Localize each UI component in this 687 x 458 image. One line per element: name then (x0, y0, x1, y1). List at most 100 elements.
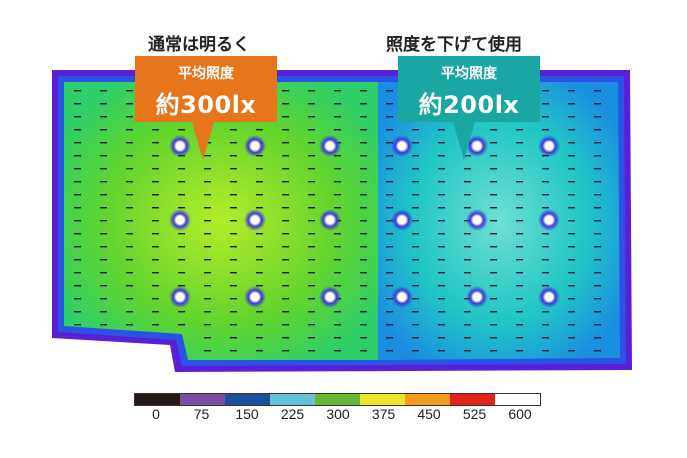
grid-mark (490, 220, 497, 222)
grid-mark (204, 207, 211, 209)
grid-mark (74, 142, 81, 144)
grid-mark (516, 155, 523, 157)
grid-mark (594, 129, 601, 131)
grid-mark (516, 233, 523, 235)
grid-mark (74, 272, 81, 274)
grid-mark (542, 233, 549, 235)
grid-mark (594, 220, 601, 222)
grid-mark (594, 90, 601, 92)
grid-mark (412, 181, 419, 183)
grid-mark (334, 350, 341, 352)
grid-mark (204, 324, 211, 326)
grid-mark (490, 233, 497, 235)
grid-mark (74, 181, 81, 183)
grid-mark (386, 194, 393, 196)
grid-mark (334, 311, 341, 313)
grid-mark (490, 311, 497, 313)
grid-mark (74, 168, 81, 170)
grid-mark (334, 337, 341, 339)
callout-dimmed-title: 平均照度 (441, 66, 497, 82)
grid-mark (204, 220, 211, 222)
grid-mark (568, 246, 575, 248)
grid-mark (360, 142, 367, 144)
grid-mark (230, 168, 237, 170)
grid-mark (308, 129, 315, 131)
grid-mark (204, 194, 211, 196)
grid-mark (126, 246, 133, 248)
grid-mark (464, 311, 471, 313)
grid-mark (282, 194, 289, 196)
grid-mark (308, 181, 315, 183)
grid-mark (74, 285, 81, 287)
grid-mark (516, 272, 523, 274)
grid-mark (464, 194, 471, 196)
grid-mark (100, 233, 107, 235)
grid-mark (412, 129, 419, 131)
grid-mark (152, 129, 159, 131)
grid-mark (74, 233, 81, 235)
grid-mark (256, 272, 263, 274)
grid-mark (126, 103, 133, 105)
zone-normal (64, 82, 378, 360)
grid-mark (152, 142, 159, 144)
grid-mark (282, 103, 289, 105)
grid-mark (464, 272, 471, 274)
color-scale-labels: 0 75 150 225 300 375 450 525 600 (134, 406, 544, 426)
grid-mark (360, 116, 367, 118)
grid-mark (126, 90, 133, 92)
grid-mark (568, 116, 575, 118)
grid-mark (490, 285, 497, 287)
grid-mark (230, 142, 237, 144)
grid-mark (438, 324, 445, 326)
light-center (474, 143, 480, 149)
grid-mark (256, 194, 263, 196)
grid-mark (308, 246, 315, 248)
grid-mark (542, 168, 549, 170)
grid-mark (126, 311, 133, 313)
grid-mark (126, 129, 133, 131)
grid-mark (230, 194, 237, 196)
grid-mark (516, 285, 523, 287)
grid-mark (568, 155, 575, 157)
grid-mark (152, 298, 159, 300)
grid-mark (126, 220, 133, 222)
grid-mark (282, 259, 289, 261)
grid-mark (308, 298, 315, 300)
grid-mark (594, 324, 601, 326)
grid-mark (204, 311, 211, 313)
grid-mark (334, 233, 341, 235)
grid-mark (308, 350, 315, 352)
grid-mark (308, 116, 315, 118)
grid-mark (282, 324, 289, 326)
grid-mark (438, 272, 445, 274)
heading-dimmed: 照度を下げて使用 (386, 35, 522, 55)
grid-mark (594, 155, 601, 157)
grid-mark (308, 285, 315, 287)
grid-mark (412, 350, 419, 352)
grid-mark (282, 272, 289, 274)
callout-normal-value: 約300lx (155, 91, 257, 119)
grid-mark (308, 168, 315, 170)
grid-mark (490, 129, 497, 131)
light-center (177, 143, 183, 149)
grid-mark (360, 272, 367, 274)
grid-mark (204, 181, 211, 183)
grid-mark (438, 337, 445, 339)
grid-mark (438, 220, 445, 222)
scale-swatch (450, 394, 495, 405)
grid-mark (464, 259, 471, 261)
grid-mark (282, 298, 289, 300)
grid-mark (516, 129, 523, 131)
grid-mark (360, 155, 367, 157)
grid-mark (282, 116, 289, 118)
grid-mark (126, 116, 133, 118)
grid-mark (126, 285, 133, 287)
grid-mark (490, 181, 497, 183)
grid-mark (74, 220, 81, 222)
grid-mark (360, 350, 367, 352)
grid-mark (74, 324, 81, 326)
grid-mark (126, 155, 133, 157)
grid-mark (178, 168, 185, 170)
grid-mark (542, 207, 549, 209)
